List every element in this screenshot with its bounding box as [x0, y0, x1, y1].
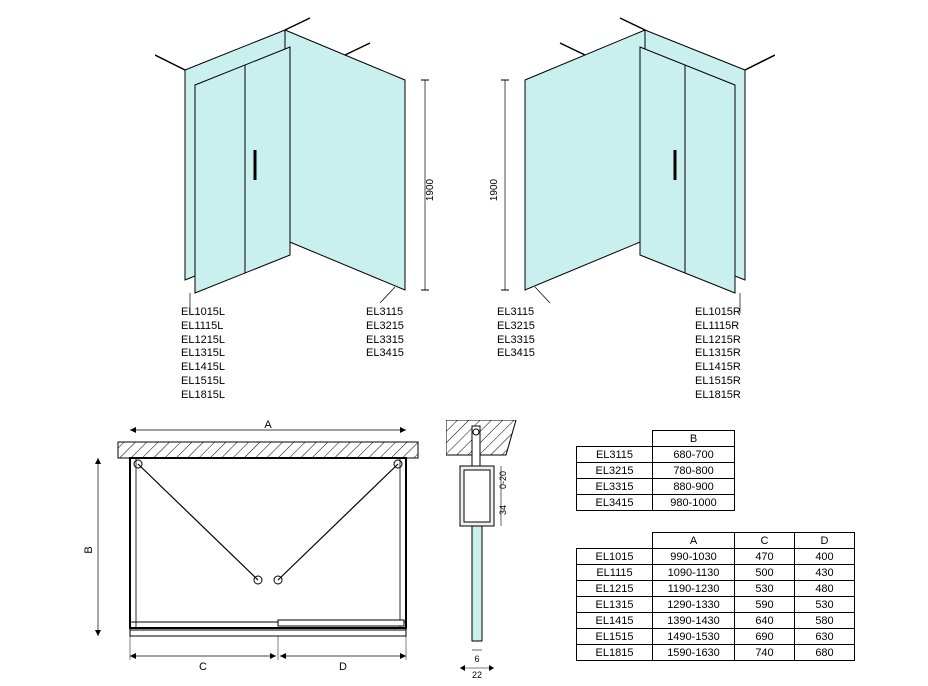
- iso-right-door-labels: EL1015R EL1115R EL1215R EL1315R EL1415R …: [695, 306, 741, 402]
- plan-svg: A B C D: [78, 420, 438, 680]
- plan-view: A B C D: [78, 420, 438, 680]
- iso-left-svg: 1900: [155, 15, 455, 335]
- profile-d2: 34: [498, 505, 508, 515]
- dim-A: A: [264, 420, 272, 431]
- dim-C: C: [199, 661, 207, 673]
- dim-B: B: [83, 546, 95, 553]
- profile-d1: 0-20: [498, 471, 508, 489]
- table-acd-wrap: A C D EL1015990-1030470400 EL11151090-11…: [576, 532, 855, 661]
- profile-detail: 0-20 34 6 22: [446, 420, 556, 680]
- profile-svg: 0-20 34 6 22: [446, 420, 556, 680]
- height-dim-left: 1900: [425, 178, 436, 201]
- iso-right: 1900: [475, 15, 775, 335]
- iso-left-door-labels: EL1015L EL1115L EL1215L EL1315L EL1415L …: [181, 306, 225, 402]
- iso-right-side-labels: EL3115 EL3215 EL3315 EL3415: [497, 306, 535, 361]
- profile-d3: 6: [474, 654, 479, 664]
- table-b-wrap: B EL3115680-700 EL3215780-800 EL3315880-…: [576, 430, 735, 511]
- dim-D: D: [339, 661, 347, 673]
- iso-left-side-labels: EL3115 EL3215 EL3315 EL3415: [366, 306, 404, 361]
- iso-right-svg: 1900: [475, 15, 775, 335]
- profile-d4: 22: [472, 670, 482, 680]
- table-acd: A C D EL1015990-1030470400 EL11151090-11…: [576, 532, 855, 661]
- iso-left: 1900: [155, 15, 455, 335]
- table-b: B EL3115680-700 EL3215780-800 EL3315880-…: [576, 430, 735, 511]
- height-dim-right: 1900: [489, 178, 500, 201]
